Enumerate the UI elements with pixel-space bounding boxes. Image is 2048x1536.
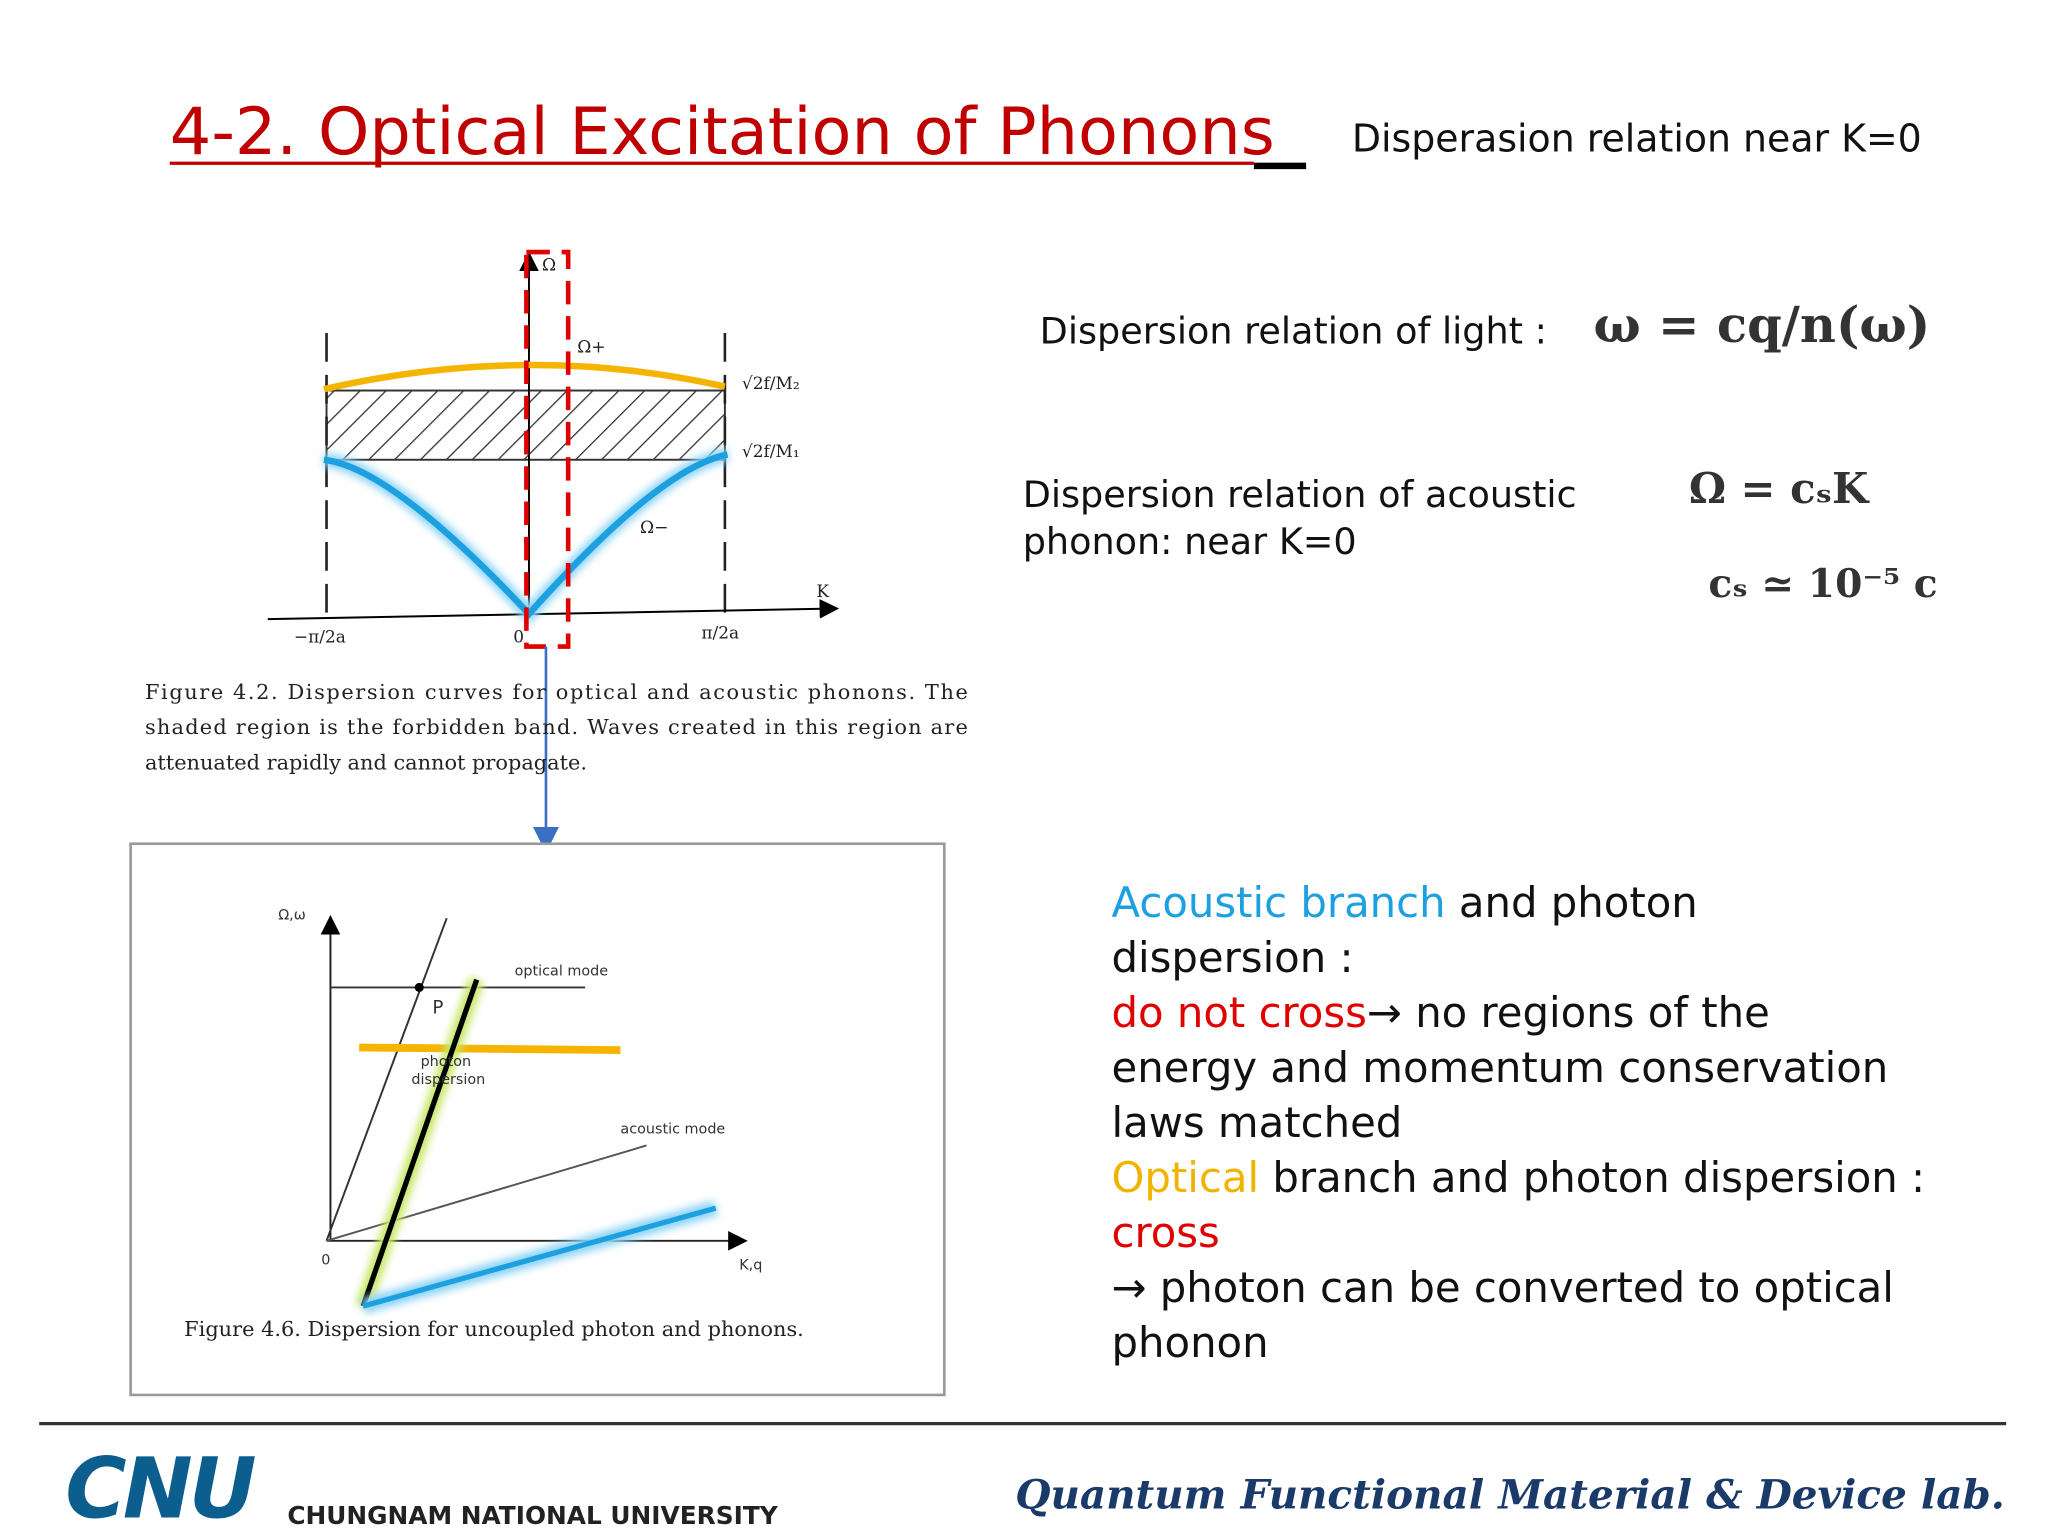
figure-2: Ω,ω optical mode P photon dispersion aco… bbox=[129, 842, 946, 1397]
label: Ω bbox=[542, 255, 556, 275]
note-line: → photon can be converted to optical bbox=[1112, 1263, 1894, 1312]
note-segment: do not cross bbox=[1112, 988, 1367, 1037]
label: 0 bbox=[513, 628, 524, 648]
caption-line: Figure 4.2. Dispersion curves for optica… bbox=[145, 680, 968, 704]
note-line: dispersion : bbox=[1112, 933, 1354, 982]
label: −π/2a bbox=[294, 628, 346, 648]
note-segment: → no regions of the bbox=[1367, 988, 1770, 1037]
formula: cₛ ≃ 10⁻⁵ c bbox=[1708, 561, 1937, 607]
label: acoustic mode bbox=[620, 1122, 725, 1138]
optical-highlight bbox=[359, 1043, 621, 1055]
acoustic-branch bbox=[323, 451, 729, 619]
formula: ω = cq/n(ω) bbox=[1593, 295, 1930, 354]
figure-1: Ω Ω+ Ω− √2f/M₂ √2f/M₁ K −π/2a 0 π/2a Fig… bbox=[145, 249, 968, 853]
note-line: Acoustic branch and photon bbox=[1112, 878, 1698, 927]
label: π/2a bbox=[701, 624, 739, 644]
note-segment: energy and momentum conservation bbox=[1112, 1043, 1889, 1092]
caption-line: shaded region is the forbidden band. Wav… bbox=[145, 715, 968, 739]
note-line: Optical branch and photon dispersion : bbox=[1112, 1153, 1926, 1202]
acoustic-highlight bbox=[362, 1205, 717, 1309]
label: photon bbox=[421, 1054, 472, 1070]
label: K,q bbox=[739, 1258, 762, 1274]
note-line: phonon bbox=[1112, 1318, 1269, 1367]
label: P bbox=[432, 998, 443, 1019]
lab-name: Quantum Functional Material & Device lab… bbox=[1015, 1471, 2005, 1519]
label: Ω+ bbox=[577, 338, 605, 358]
note-segment: cross bbox=[1112, 1208, 1220, 1257]
note-segment: dispersion : bbox=[1112, 933, 1354, 982]
title: 4-2. Optical Excitation of Phonons bbox=[170, 94, 1275, 170]
label: K bbox=[816, 582, 829, 602]
note-segment: and photon bbox=[1446, 878, 1698, 927]
label: Ω,ω bbox=[278, 908, 306, 924]
equation-label: phonon: near K=0 bbox=[1023, 520, 1357, 563]
crossing-point bbox=[414, 982, 424, 992]
caption: Figure 4.6. Dispersion for uncoupled pho… bbox=[184, 1317, 804, 1341]
label: √2f/M₂ bbox=[742, 374, 800, 394]
label: dispersion bbox=[411, 1072, 485, 1088]
note-segment: Optical bbox=[1112, 1153, 1260, 1202]
note-line: do not cross→ no regions of the bbox=[1112, 988, 1770, 1037]
notes: Acoustic branch and photon dispersion : do… bbox=[1112, 878, 1926, 1367]
label: optical mode bbox=[515, 964, 609, 980]
note-segment: laws matched bbox=[1112, 1098, 1403, 1147]
university: CHUNGNAM NATIONAL UNIVERSITY bbox=[287, 1501, 778, 1530]
subtitle: Disperasion relation near K=0 bbox=[1352, 117, 1922, 161]
note-segment: branch and photon dispersion : bbox=[1259, 1153, 1925, 1202]
caption-line: attenuated rapidly and cannot propagate. bbox=[145, 750, 587, 774]
equations: Dispersion relation of light : ω = cq/n(… bbox=[1023, 295, 1938, 607]
acoustic-line bbox=[326, 1144, 647, 1242]
note-line: energy and momentum conservation bbox=[1112, 1043, 1889, 1092]
note-line: cross bbox=[1112, 1208, 1220, 1257]
note-segment: Acoustic branch bbox=[1112, 878, 1446, 927]
note-line: laws matched bbox=[1112, 1098, 1403, 1147]
formula: Ω = cₛK bbox=[1689, 464, 1870, 513]
label: 0 bbox=[321, 1252, 330, 1268]
logo: CNU bbox=[65, 1440, 255, 1536]
label: √2f/M₁ bbox=[742, 442, 800, 462]
note-segment: phonon bbox=[1112, 1318, 1269, 1367]
photon-highlight bbox=[360, 978, 480, 1307]
k-axis bbox=[267, 599, 840, 621]
highlight-box bbox=[524, 249, 571, 649]
equation-label: Dispersion relation of light : bbox=[1040, 310, 1547, 353]
figure-frame bbox=[129, 842, 946, 1397]
equation-label: Dispersion relation of acoustic bbox=[1023, 473, 1577, 516]
note-segment: → photon can be converted to optical bbox=[1112, 1263, 1894, 1312]
label: Ω− bbox=[640, 518, 668, 538]
photon-line bbox=[325, 917, 448, 1242]
